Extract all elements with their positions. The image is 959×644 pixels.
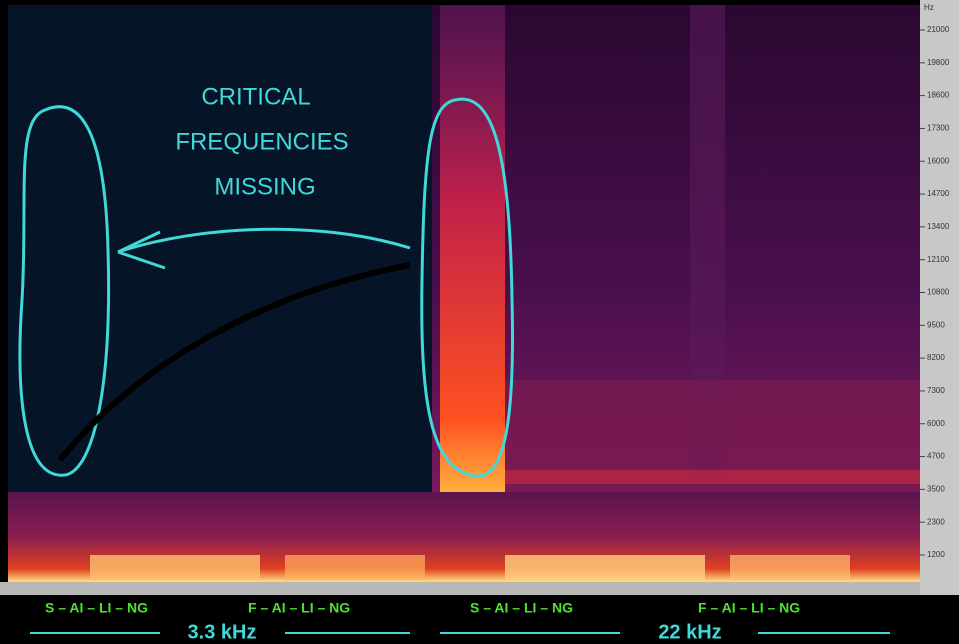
- syllable: F – AI – LI – NG: [248, 600, 350, 616]
- bandwidth: 22 kHz: [658, 621, 721, 643]
- time-axis: [0, 582, 920, 595]
- frequency-axis: [920, 0, 959, 595]
- syllable: S – AI – LI – NG: [470, 600, 573, 616]
- ellipse-present: [420, 97, 514, 478]
- tick-label: 8200: [927, 353, 945, 362]
- tick-label: 21000: [927, 25, 950, 34]
- tick-label: 1200: [927, 550, 945, 559]
- tick-label: 13400: [927, 222, 950, 231]
- tick-label: 16000: [927, 156, 950, 165]
- annotation-text: CRITICAL FREQUENCIES MISSING: [175, 83, 348, 200]
- annotations: [18, 97, 514, 478]
- shadow-arrow: [57, 262, 411, 462]
- frequency-ticks: 21000 19800 18600 17300 16000 14700 13400 12100…: [920, 25, 950, 559]
- spectrogram: [8, 5, 920, 582]
- ellipse-missing: [18, 105, 111, 477]
- tick-label: 6000: [927, 419, 945, 428]
- annotation-line: FREQUENCIES: [175, 128, 348, 155]
- tick-label: 18600: [927, 91, 950, 100]
- tick-label: 12100: [927, 255, 950, 264]
- bandwidth-captions: 3.3 kHz 22 kHz: [188, 621, 722, 643]
- syllable-captions: S – AI – LI – NG F – AI – LI – NG S – AI…: [45, 600, 800, 616]
- syllable: F – AI – LI – NG: [698, 600, 800, 616]
- arrow: [117, 227, 411, 270]
- tick-label: 7300: [927, 386, 945, 395]
- tick-label: 2300: [927, 517, 945, 526]
- tick-label: 3500: [927, 484, 945, 493]
- bandwidth: 3.3 kHz: [188, 621, 257, 643]
- tick-label: 4700: [927, 452, 945, 461]
- tick-label: 17300: [927, 124, 950, 133]
- syllable: S – AI – LI – NG: [45, 600, 148, 616]
- tick-label: 19800: [927, 58, 950, 67]
- annotation-line: MISSING: [214, 173, 315, 200]
- axis-unit: Hz: [924, 3, 934, 12]
- annotation-line: CRITICAL: [201, 83, 310, 110]
- tick-label: 14700: [927, 189, 950, 198]
- tick-label: 10800: [927, 288, 950, 297]
- tick-label: 9500: [927, 320, 945, 329]
